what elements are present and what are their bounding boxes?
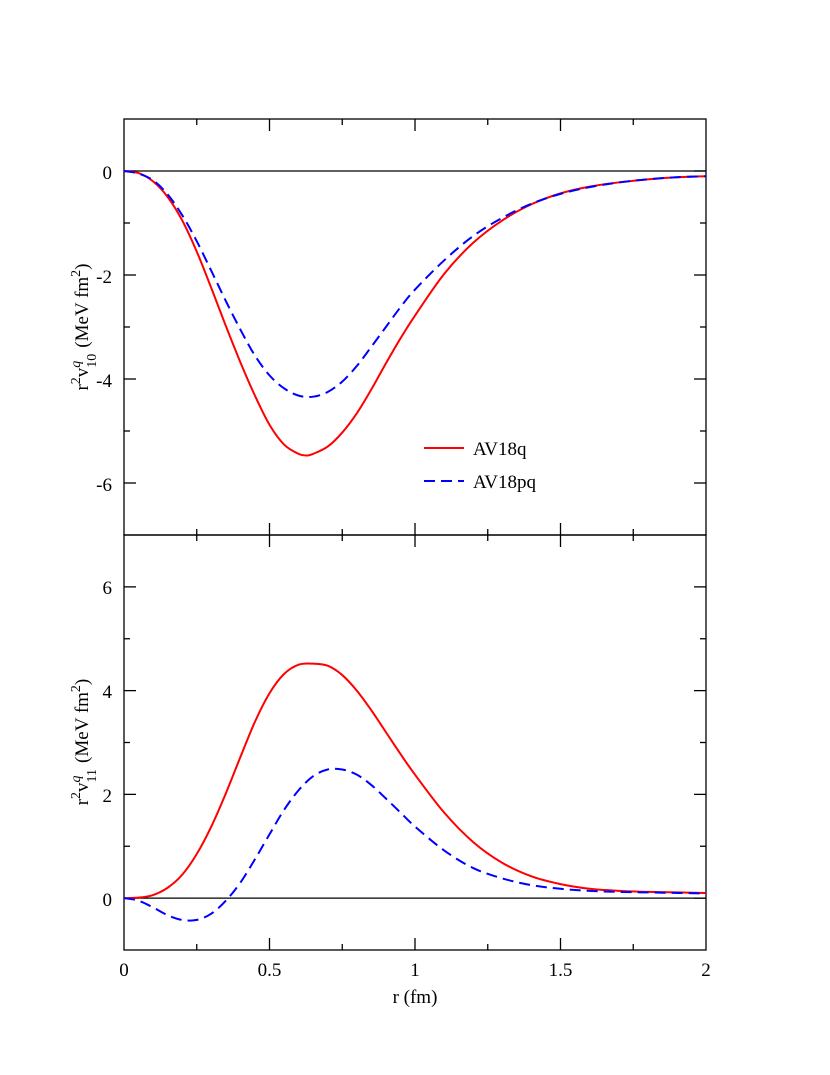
top-tick-labels: 0 -2 -4 -6 (96, 163, 112, 496)
bottom-x-tick-label: 1.5 (549, 960, 573, 981)
top-plot-frame (123, 118, 707, 536)
legend-label-av18q: AV18q (473, 439, 527, 460)
top-ylabel-var: v (72, 367, 93, 377)
bottom-plot-frame (123, 534, 707, 951)
bottom-ylabel-base: r (72, 798, 93, 805)
bottom-series-av18pq-line (123, 767, 707, 922)
top-y-tick-label: -4 (96, 371, 112, 392)
x-axis-label: r (fm) (393, 987, 438, 1008)
top-ylabel-r-exp: 2 (69, 377, 84, 384)
bottom-series-av18q-line (123, 662, 707, 900)
bottom-ylabel-r-exp: 2 (69, 792, 84, 799)
legend-label-av18pq: AV18pq (473, 472, 536, 493)
top-ylabel-base: r (72, 384, 93, 391)
bottom-ticks (124, 535, 706, 950)
bottom-ylabel-units: (MeV fm (72, 692, 93, 763)
bottom-y-tick-label: 6 (103, 578, 113, 599)
bottom-ylabel-units-close: ) (72, 679, 93, 685)
bottom-tick-labels: 0 2 4 6 0 0.5 1 1.5 2 (103, 578, 711, 981)
bottom-x-tick-label: 1 (410, 960, 420, 981)
top-ylabel-units-exp: 2 (69, 270, 84, 277)
bottom-y-tick-label: 2 (103, 786, 113, 807)
top-y-tick-label: -2 (96, 267, 112, 288)
top-series-av18q-line (123, 170, 707, 457)
top-ylabel-var-sub: 10 (85, 354, 100, 368)
bottom-ylabel-units-exp: 2 (69, 685, 84, 692)
bottom-panel: 0 2 4 6 0 0.5 1 1.5 2 r2vq11(MeV fm2) r … (69, 534, 711, 1008)
top-y-tick-label: -6 (96, 475, 112, 496)
bottom-x-tick-label: 0.5 (258, 960, 282, 981)
top-ylabel-var-sup: q (69, 361, 84, 368)
bottom-ylabel-var-sup: q (69, 775, 84, 782)
bottom-x-tick-label: 0 (119, 960, 129, 981)
bottom-x-tick-label: 2 (701, 960, 711, 981)
bottom-ylabel-var: v (72, 782, 93, 792)
bottom-y-axis-label: r2vq11(MeV fm2) (69, 679, 100, 806)
top-ticks (124, 119, 706, 535)
top-ylabel-units: (MeV fm (72, 277, 93, 348)
top-ylabel-units-close: ) (72, 263, 93, 269)
legend: AV18q AV18pq (424, 439, 536, 493)
top-panel: 0 -2 -4 -6 r2vq10(MeV fm2) AV18q AV18pq (69, 118, 707, 536)
bottom-y-tick-label: 4 (103, 682, 113, 703)
top-series-av18pq-line (123, 170, 707, 398)
top-y-axis-label: r2vq10(MeV fm2) (69, 263, 100, 390)
top-y-tick-label: 0 (103, 163, 113, 184)
bottom-y-tick-label: 0 (103, 890, 113, 911)
bottom-ylabel-var-sub: 11 (85, 769, 100, 782)
